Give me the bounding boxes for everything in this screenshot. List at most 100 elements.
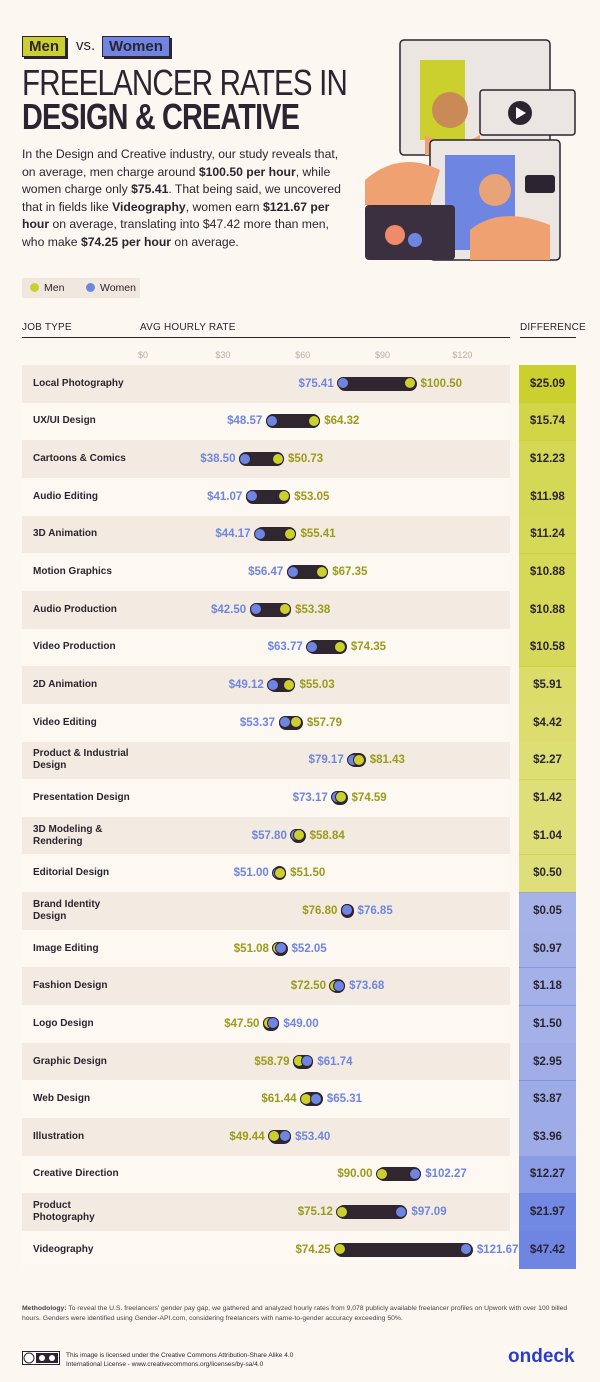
difference-label: $4.42 [533, 716, 562, 729]
difference-cell [519, 1080, 576, 1119]
legend-label: Women [100, 282, 136, 294]
difference-cell [519, 1118, 576, 1157]
category-label: 2D Animation [33, 679, 98, 691]
dot [460, 1243, 473, 1256]
value-label: $61.44 [261, 1093, 297, 1106]
difference-label: $0.05 [533, 904, 562, 917]
value-label: $121.67 [476, 1243, 519, 1256]
value-label: $57.80 [251, 829, 287, 842]
dot [307, 414, 320, 427]
category-label: Illustration [33, 1130, 85, 1142]
value-label: $100.50 [420, 377, 463, 390]
value-label: $49.44 [229, 1130, 265, 1143]
value-label: $51.00 [233, 867, 269, 880]
dot [266, 1017, 279, 1030]
difference-label: $1.04 [533, 829, 562, 842]
x-tick-label: $60 [295, 350, 311, 360]
dot [394, 1205, 407, 1218]
difference-label: $21.97 [529, 1206, 566, 1219]
legend: Men Women [22, 278, 140, 298]
dot [271, 452, 284, 465]
category-label: Videography [33, 1243, 94, 1255]
row-background [22, 1080, 510, 1118]
value-label: $38.50 [200, 453, 236, 466]
value-label: $64.32 [324, 415, 360, 428]
intro-text: Videography [112, 199, 186, 214]
difference-label: $10.58 [529, 641, 566, 654]
axis-line [22, 337, 510, 338]
difference-label: $0.97 [533, 942, 562, 955]
dot [315, 565, 328, 578]
difference-cell [519, 666, 576, 705]
difference-cell [519, 816, 576, 855]
difference-label: $5.91 [533, 679, 562, 692]
category-label: Product Photography [33, 1200, 95, 1224]
difference-cell [519, 1230, 576, 1270]
intro-text: on average. [171, 234, 239, 249]
dot [293, 829, 306, 842]
intro-text: $100.50 per hour [198, 164, 296, 179]
row-background [22, 816, 510, 855]
difference-cell [519, 365, 576, 404]
difference-label: $1.42 [533, 791, 562, 804]
difference-label: $25.09 [529, 377, 566, 390]
dot [341, 904, 354, 917]
difference-cell [519, 779, 576, 818]
category-label: Product & Industrial Design [33, 748, 129, 772]
value-label: $76.85 [357, 904, 393, 917]
category-label: Graphic Design [33, 1055, 107, 1067]
dot [335, 791, 348, 804]
row-background [22, 666, 510, 704]
category-label: Local Photography [33, 377, 124, 389]
difference-cell [519, 628, 576, 667]
column-header: JOB TYPE [22, 322, 72, 333]
value-label: $58.84 [309, 829, 345, 842]
row-background [22, 1042, 510, 1081]
tag-vs: vs. [76, 37, 96, 54]
value-label: $47.50 [224, 1017, 260, 1030]
dot [404, 377, 416, 390]
dot [334, 640, 347, 653]
value-label: $74.35 [350, 641, 387, 654]
value-label: $55.41 [300, 528, 336, 541]
difference-label: $3.87 [533, 1093, 562, 1106]
row-background [22, 1155, 510, 1194]
difference-label: $2.95 [533, 1055, 562, 1068]
value-label: $65.31 [326, 1093, 363, 1106]
dot [286, 565, 299, 578]
x-tick-label: $30 [215, 350, 231, 360]
difference-label: $1.50 [533, 1017, 562, 1030]
legend-swatch [86, 283, 95, 292]
row-background [22, 892, 510, 930]
dot [290, 716, 303, 729]
dot [275, 942, 288, 955]
row-background [22, 741, 510, 780]
brand-logo: ondeck [508, 1346, 575, 1367]
methodology: Methodology: To reveal the U.S. freelanc… [22, 1304, 577, 1324]
row-background [22, 628, 510, 667]
difference-cell [519, 515, 576, 554]
value-label: $61.74 [317, 1055, 353, 1068]
value-label: $49.12 [228, 679, 264, 692]
value-label: $49.00 [283, 1017, 319, 1030]
value-label: $53.05 [294, 490, 330, 503]
value-label: $102.27 [425, 1168, 467, 1181]
license: This image is licensed under the Creativ… [66, 1352, 294, 1368]
value-label: $74.59 [351, 791, 387, 804]
row-background [22, 967, 510, 1006]
methodology-text: To reveal the U.S. freelancers' gender p… [22, 1305, 568, 1322]
dot [332, 979, 345, 992]
difference-cell [519, 854, 576, 893]
category-label: Motion Graphics [33, 566, 112, 578]
value-label: $44.17 [215, 528, 251, 541]
x-tick-label: $120 [452, 350, 473, 360]
difference-label: $15.74 [529, 415, 566, 428]
row-background [22, 779, 510, 817]
difference-label: $2.27 [533, 754, 562, 767]
row-background [22, 929, 510, 968]
category-label: Editorial Design [33, 867, 110, 879]
tag-women: Women [102, 36, 170, 57]
value-label: $53.40 [295, 1130, 331, 1143]
